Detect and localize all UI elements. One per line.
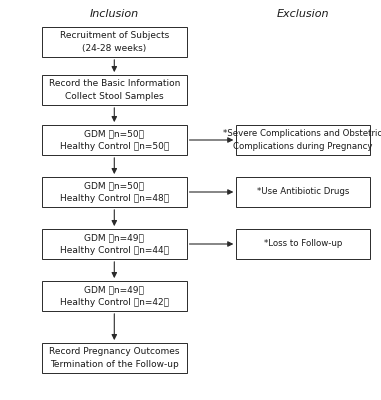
Text: *Loss to Follow-up: *Loss to Follow-up [264,240,342,248]
Text: *Severe Complications and Obstetric
Complications during Pregnancy: *Severe Complications and Obstetric Comp… [223,129,381,151]
FancyBboxPatch shape [42,75,187,105]
Text: GDM （n=49）
Healthy Control （n=42）: GDM （n=49） Healthy Control （n=42） [60,285,169,307]
Text: GDM （n=50）
Healthy Control （n=50）: GDM （n=50） Healthy Control （n=50） [60,129,169,151]
FancyBboxPatch shape [42,281,187,311]
Text: Record Pregnancy Outcomes
Termination of the Follow-up: Record Pregnancy Outcomes Termination of… [49,347,179,369]
FancyBboxPatch shape [42,27,187,57]
Text: GDM （n=49）
Healthy Control （n=44）: GDM （n=49） Healthy Control （n=44） [60,233,169,255]
Text: Record the Basic Information
Collect Stool Samples: Record the Basic Information Collect Sto… [49,79,180,101]
FancyBboxPatch shape [42,177,187,207]
Text: Inclusion: Inclusion [90,9,139,19]
Text: GDM （n=50）
Healthy Control （n=48）: GDM （n=50） Healthy Control （n=48） [60,181,169,203]
FancyBboxPatch shape [236,229,370,259]
FancyBboxPatch shape [42,343,187,373]
FancyBboxPatch shape [236,125,370,155]
Text: *Use Antibiotic Drugs: *Use Antibiotic Drugs [257,188,349,196]
Text: Recruitment of Subjects
(24-28 weeks): Recruitment of Subjects (24-28 weeks) [60,31,169,53]
FancyBboxPatch shape [42,229,187,259]
FancyBboxPatch shape [42,125,187,155]
FancyBboxPatch shape [236,177,370,207]
Text: Exclusion: Exclusion [277,9,329,19]
